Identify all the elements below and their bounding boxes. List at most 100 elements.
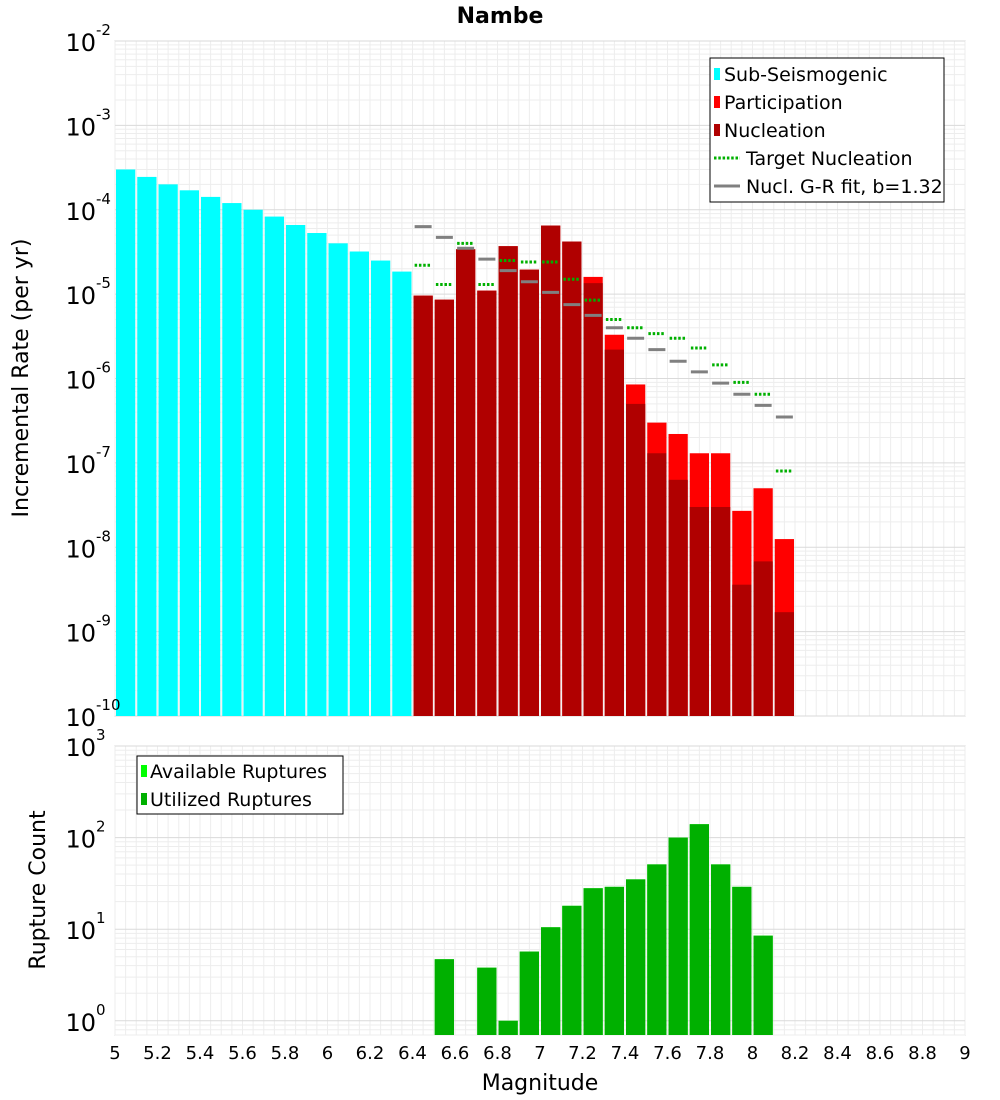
count-grid [114,745,966,1036]
legend-label: Sub-Seismogenic [724,64,888,86]
x-tick-label: 8.4 [823,1043,852,1064]
nucleation-bar [498,246,518,716]
x-tick-label: 7 [534,1043,545,1064]
utilized-ruptures-bar [668,837,688,1035]
utilized-ruptures-bar [434,959,454,1035]
y-tick-label-base: 10 [65,826,96,854]
chart-title: Nambe [457,4,544,29]
sub-seismogenic-bar [328,243,348,717]
y-tick-label-base: 10 [65,282,96,310]
y-tick-label-base: 10 [65,367,96,395]
legend-label: Nucl. G-R fit, b=1.32 [746,176,943,198]
legend-label: Nucleation [724,120,826,142]
count-bars [434,824,773,1035]
sub-seismogenic-bar [307,233,327,716]
x-tick-label: 5 [109,1043,120,1064]
utilized-ruptures-bar [732,886,752,1035]
sub-seismogenic-bar [392,271,412,716]
y-tick-label-exponent: -7 [96,443,111,461]
sub-seismogenic-bar [264,216,284,716]
nucleation-bar [604,349,624,716]
legend-swatch [714,96,720,108]
x-tick-label: 8.6 [866,1043,895,1064]
y-tick-label-exponent: 3 [96,726,106,744]
nucleation-bar [711,506,731,716]
magnitude-tick-labels: 5 5.2 5.4 5.6 5.8 6 6.2 6.4 6.6 6.8 7 7.2 7.4 7.6 7.8 8… [109,1043,970,1064]
y-tick-label-base: 10 [65,917,96,945]
y-tick-label-exponent: -3 [96,105,111,123]
rate-y-axis-label: Incremental Rate (per yr) [9,239,34,518]
x-tick-label: 5.2 [143,1043,172,1064]
y-tick-label-exponent: -10 [96,696,121,714]
x-tick-label: 6 [322,1043,333,1064]
utilized-ruptures-bar [562,905,582,1035]
legend-swatch [714,68,720,80]
y-tick-label-exponent: -6 [96,359,111,377]
sub-seismogenic-bar [201,196,221,717]
y-tick-label-base: 10 [65,198,96,226]
nucleation-bar [519,269,539,716]
rate-fit-lines [414,225,793,473]
nucleation-bar [434,299,454,716]
rate-bars [116,169,794,717]
utilized-ruptures-bar [519,951,539,1035]
nucleation-bar [626,403,646,716]
y-tick-label-exponent: 0 [96,1001,106,1019]
x-tick-label: 6.2 [356,1043,385,1064]
x-tick-label: 6.8 [483,1043,512,1064]
x-tick-label: 8 [747,1043,758,1064]
nucleation-bar [774,612,794,716]
nucleation-bar [732,584,752,716]
x-tick-label: 9 [959,1043,970,1064]
y-tick-label-exponent: 2 [96,818,106,836]
sub-seismogenic-bar [349,251,369,716]
sub-seismogenic-bar [116,169,136,716]
nucleation-bar [689,506,709,716]
utilized-ruptures-bar [626,879,646,1035]
legend-swatch [714,124,720,136]
nucleation-bar [541,225,561,716]
x-tick-label: 7.2 [568,1043,597,1064]
nucleation-bar [753,561,773,716]
utilized-ruptures-bar [711,864,731,1035]
y-tick-label-exponent: -4 [96,190,111,208]
utilized-ruptures-bar [647,864,667,1035]
x-tick-label: 7.6 [653,1043,682,1064]
legend-label: Participation [724,92,843,114]
utilized-ruptures-bar [477,967,497,1035]
y-tick-label-base: 10 [65,113,96,141]
legend-swatch [141,793,147,805]
legend-box [709,57,945,203]
sub-seismogenic-bar [222,203,242,716]
x-tick-label: 7.8 [696,1043,725,1064]
utilized-ruptures-bar [541,927,561,1035]
x-tick-label: 7.4 [611,1043,640,1064]
y-tick-label-base: 10 [65,29,96,57]
y-tick-label-exponent: -5 [96,274,111,292]
x-tick-label: 6.4 [398,1043,427,1064]
x-tick-label: 8.2 [781,1043,810,1064]
utilized-ruptures-bar [604,886,624,1035]
rate-legend: Sub-Seismogenic Participation Nucleation Ta… [709,57,945,203]
y-tick-label-base: 10 [65,620,96,648]
utilized-ruptures-bar [498,1020,518,1035]
x-tick-label: 5.6 [228,1043,257,1064]
x-tick-label: 6.6 [441,1043,470,1064]
utilized-ruptures-bar [689,824,709,1035]
y-tick-label-base: 10 [65,535,96,563]
nucleation-bar [647,453,667,716]
y-tick-label-base: 10 [65,704,96,732]
count-legend: Available Ruptures Utilized Ruptures [136,755,344,815]
legend-box [136,755,344,815]
legend-swatch [141,765,147,777]
x-tick-label: 5.8 [271,1043,300,1064]
y-tick-label-base: 10 [65,451,96,479]
legend-label: Utilized Ruptures [150,789,312,811]
nucleation-bar [456,249,476,716]
y-tick-label-base: 10 [65,1009,96,1037]
sub-seismogenic-bar [158,184,178,717]
